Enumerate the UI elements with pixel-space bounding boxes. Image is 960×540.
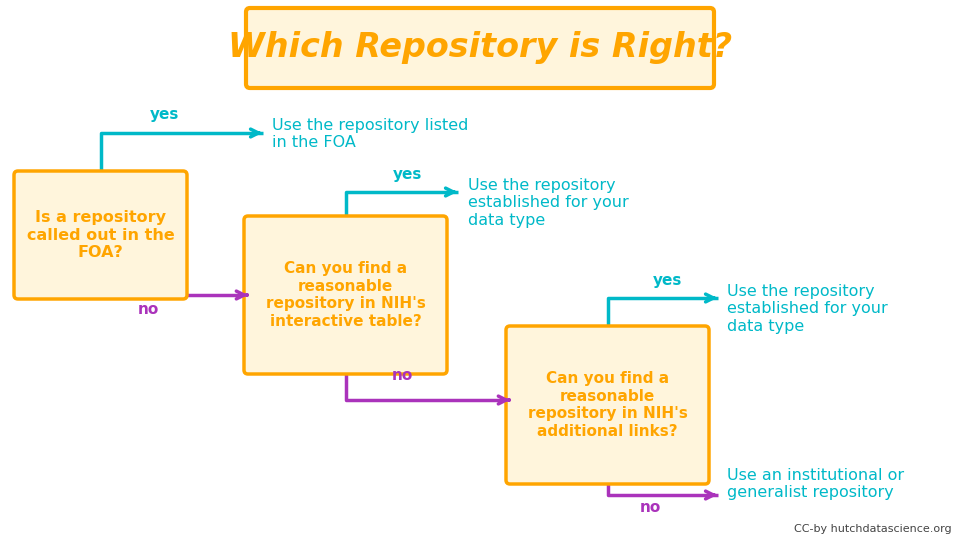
Text: Can you find a
reasonable
repository in NIH's
interactive table?: Can you find a reasonable repository in … — [266, 261, 425, 329]
Text: yes: yes — [394, 167, 422, 182]
Text: no: no — [137, 302, 158, 317]
Text: yes: yes — [151, 107, 180, 122]
Text: no: no — [392, 368, 413, 383]
Text: Use the repository
established for your
data type: Use the repository established for your … — [727, 284, 888, 334]
Text: no: no — [639, 500, 660, 515]
FancyBboxPatch shape — [246, 8, 714, 88]
Text: yes: yes — [654, 273, 683, 288]
Text: Which Repository is Right?: Which Repository is Right? — [228, 31, 732, 64]
Text: Is a repository
called out in the
FOA?: Is a repository called out in the FOA? — [27, 210, 175, 260]
Text: Use the repository
established for your
data type: Use the repository established for your … — [468, 178, 629, 228]
Text: CC-by hutchdatascience.org: CC-by hutchdatascience.org — [794, 524, 952, 534]
FancyBboxPatch shape — [14, 171, 187, 299]
FancyBboxPatch shape — [506, 326, 709, 484]
FancyBboxPatch shape — [244, 216, 447, 374]
Text: Use the repository listed
in the FOA: Use the repository listed in the FOA — [272, 118, 468, 151]
Text: Can you find a
reasonable
repository in NIH's
additional links?: Can you find a reasonable repository in … — [528, 372, 687, 438]
Text: Use an institutional or
generalist repository: Use an institutional or generalist repos… — [727, 468, 904, 501]
